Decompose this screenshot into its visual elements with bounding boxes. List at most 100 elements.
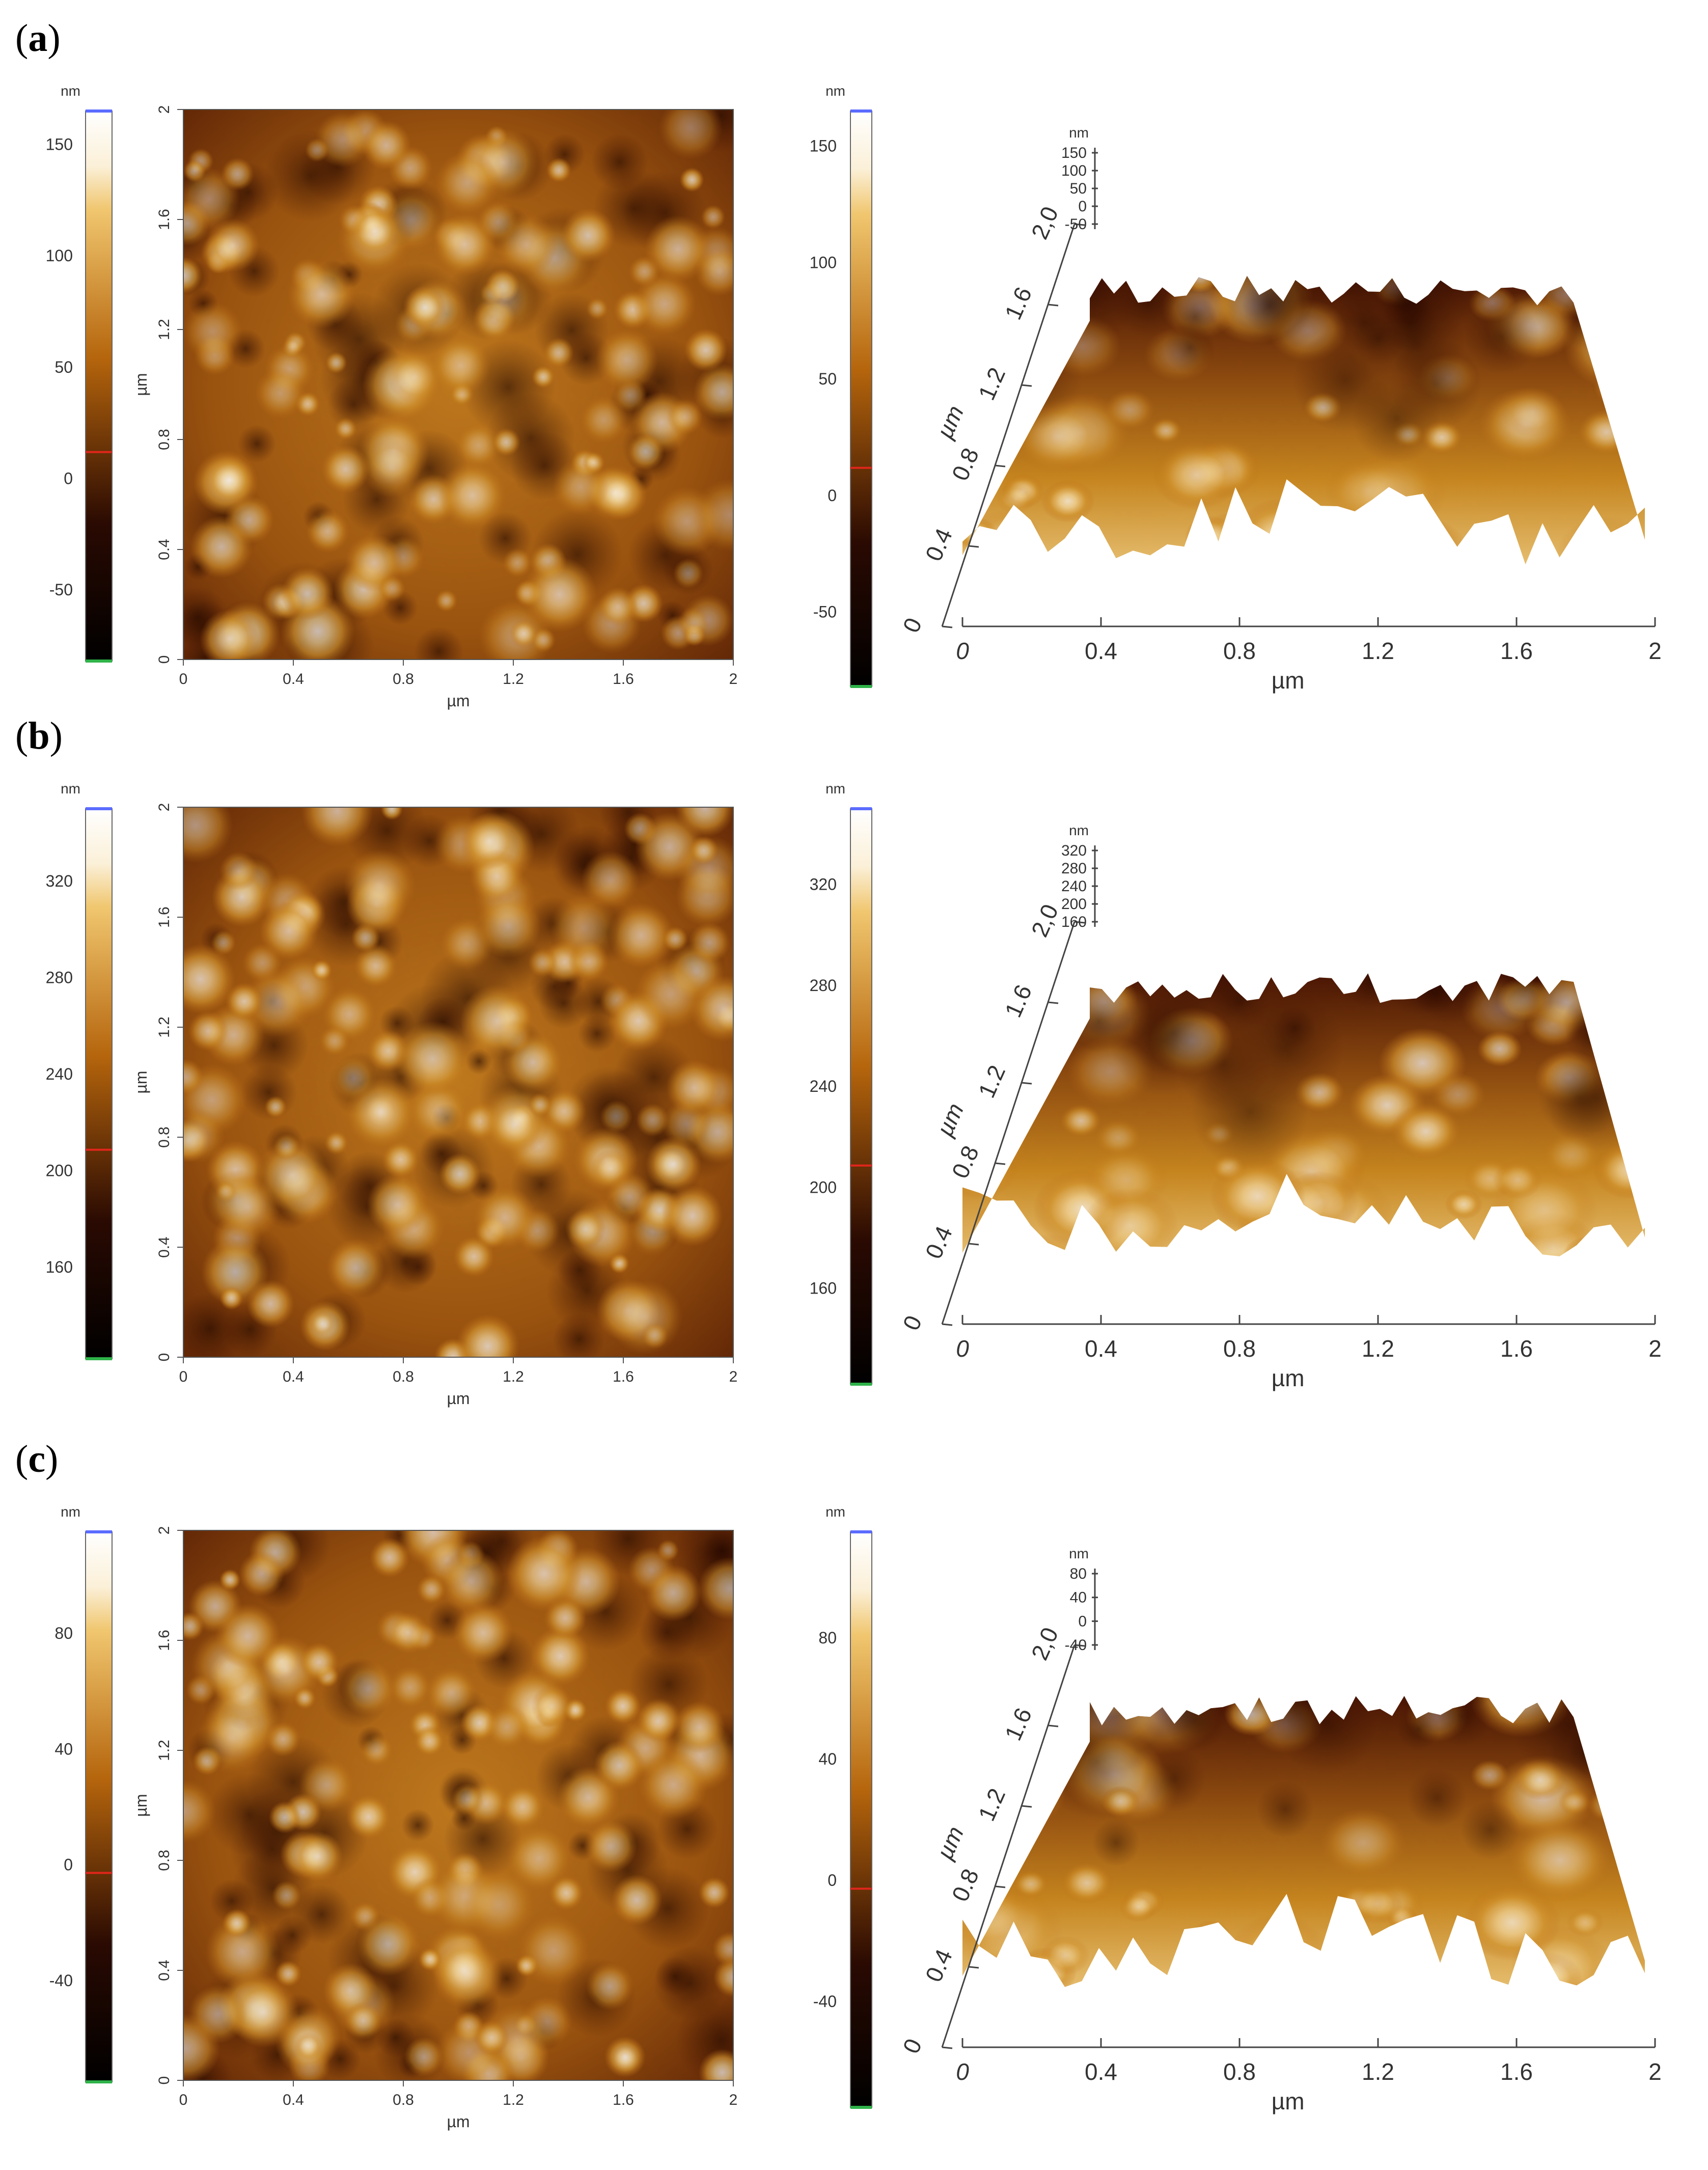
colorbar-tick-label: -40 bbox=[49, 1971, 73, 1990]
map-x-axis-label: µm bbox=[447, 1389, 470, 1408]
height-map-image bbox=[183, 109, 733, 660]
map-y-tick-label: 1.2 bbox=[156, 319, 173, 340]
colorbar-tick-label: 240 bbox=[810, 1077, 837, 1095]
height-map-image bbox=[183, 807, 733, 1357]
colorbar-gradient bbox=[85, 808, 113, 1359]
view3d-x-tick-label: 0.4 bbox=[1085, 2058, 1117, 2085]
map-y-tick-label: 1.6 bbox=[156, 1630, 173, 1651]
view3d-x-axis-label: µm bbox=[1272, 667, 1305, 694]
colorbar-unit: nm bbox=[825, 83, 845, 99]
map-y-tick-label: 0.4 bbox=[156, 1237, 173, 1258]
colorbar-tick-label: 240 bbox=[46, 1065, 73, 1083]
colorbar-tick-label: 200 bbox=[46, 1162, 73, 1180]
view3d-y-tick-label: 0 bbox=[897, 1311, 927, 1334]
view3d-z-tick-label: 240 bbox=[1061, 878, 1087, 895]
map-x-tick-label: 1.6 bbox=[613, 2092, 634, 2108]
colorbar-unit: nm bbox=[61, 83, 80, 99]
right-colorbar: nm 320 280 240 200 160 bbox=[810, 781, 872, 1386]
view3d-z-tick-label: 160 bbox=[1061, 914, 1087, 930]
map-x-tick-label: 0.4 bbox=[283, 671, 304, 688]
colorbar-tick-label: 320 bbox=[46, 872, 73, 890]
view3d-y-tick-label: 1.6 bbox=[1000, 981, 1037, 1022]
colorbar-tick-label: 0 bbox=[64, 469, 73, 487]
map-y-tick-label: 1.6 bbox=[156, 209, 173, 230]
map-x-tick-label: 0.8 bbox=[393, 2092, 414, 2108]
view3d-y-tick-label: 0 bbox=[897, 2035, 927, 2057]
view3d-x-tick-label: 0.4 bbox=[1085, 1335, 1117, 1362]
map-y-tick-label: 0.8 bbox=[156, 1850, 173, 1871]
view3d-y-tick-label: 0.4 bbox=[920, 525, 958, 565]
view3d-x-tick-label: 1.2 bbox=[1362, 1335, 1394, 1362]
surface-3d-view: 0 0.4 0.8 1.2 1.6 2 µm 0 0.4 0.8 1.2 1.6 2,0 µm nm 80 40… bbox=[897, 1546, 1662, 2114]
right-colorbar: nm 80 40 0 -40 bbox=[813, 1504, 872, 2109]
view3d-z-tick-label: -40 bbox=[1065, 1637, 1087, 1654]
map-x-tick-label: 0 bbox=[179, 671, 188, 688]
view3d-x-tick-label: 2 bbox=[1648, 2058, 1662, 2085]
view3d-x-tick-label: 1.6 bbox=[1500, 638, 1533, 664]
view3d-z-tick-label: 0 bbox=[1078, 1613, 1087, 1630]
map-y-tick-label: 0 bbox=[156, 2076, 173, 2085]
map-x-tick-label: 1.2 bbox=[503, 2092, 524, 2108]
height-map: 0 0.4 0.8 1.2 1.6 2 0 0.4 0.8 1.2 1.6 2 µm µm bbox=[132, 803, 738, 1408]
left-colorbar: nm 80 40 0 -40 bbox=[49, 1504, 113, 2083]
colorbar-tick-label: 280 bbox=[46, 969, 73, 987]
colorbar-tick-label: 160 bbox=[810, 1279, 837, 1298]
colorbar-tick-label: 200 bbox=[810, 1178, 837, 1196]
view3d-x-tick-label: 0.8 bbox=[1223, 2058, 1256, 2085]
view3d-y-tick-label: 1.2 bbox=[973, 364, 1011, 404]
view3d-x-tick-label: 0 bbox=[956, 1335, 969, 1362]
surface-3d-axes bbox=[941, 1569, 1655, 2048]
left-colorbar: nm 150 100 50 0 -50 bbox=[46, 83, 113, 663]
view3d-y-tick-label: 1.6 bbox=[1000, 283, 1037, 324]
view3d-y-tick-label: 2,0 bbox=[1026, 203, 1064, 243]
map-x-tick-label: 2 bbox=[729, 1368, 738, 1385]
map-x-tick-label: 0.8 bbox=[393, 671, 414, 688]
view3d-z-tick-label: 50 bbox=[1070, 180, 1087, 197]
view3d-x-tick-label: 0.8 bbox=[1223, 1335, 1256, 1362]
panel-label: (a) bbox=[15, 17, 61, 60]
view3d-z-tick-label: 40 bbox=[1070, 1589, 1087, 1606]
map-y-tick-label: 0.8 bbox=[156, 429, 173, 450]
view3d-y-tick-label: 0.4 bbox=[920, 1945, 958, 1986]
colorbar-gradient bbox=[85, 1531, 113, 2082]
map-y-tick-label: 0.4 bbox=[156, 539, 173, 560]
colorbar-tick-label: 0 bbox=[64, 1856, 73, 1874]
surface-3d-view: 0 0.4 0.8 1.2 1.6 2µm00.40.81.21.62,0µmnm3202… bbox=[897, 822, 1662, 1391]
colorbar-tick-label: 320 bbox=[810, 875, 837, 894]
map-x-tick-label: 1.6 bbox=[613, 671, 634, 688]
map-x-tick-label: 1.6 bbox=[613, 1368, 634, 1385]
map-x-tick-label: 1.2 bbox=[503, 671, 524, 688]
view3d-y-axis-label: µm bbox=[931, 401, 969, 443]
view3d-y-tick-label: 0.8 bbox=[947, 1865, 984, 1906]
colorbar-gradient bbox=[850, 1531, 872, 2108]
colorbar-gradient bbox=[85, 111, 113, 662]
map-y-tick-label: 1.2 bbox=[156, 1017, 173, 1038]
map-y-tick-label: 2 bbox=[156, 803, 173, 812]
left-colorbar: nm 320 280 240 200 160 bbox=[46, 781, 113, 1360]
map-x-tick-label: 0 bbox=[179, 1368, 188, 1385]
view3d-x-tick-label: 1.2 bbox=[1362, 2058, 1394, 2085]
view3d-z-tick-label: 80 bbox=[1070, 1565, 1087, 1582]
view3d-z-tick-label: -50 bbox=[1065, 216, 1087, 233]
colorbar-tick-label: 150 bbox=[46, 135, 73, 154]
map-y-tick-label: 0 bbox=[156, 1353, 173, 1362]
view3d-y-tick-label: 0.8 bbox=[947, 1142, 984, 1183]
view3d-x-tick-label: 0.4 bbox=[1085, 638, 1117, 664]
colorbar-tick-label: 160 bbox=[46, 1258, 73, 1276]
colorbar-tick-label: 0 bbox=[828, 1871, 837, 1889]
view3d-x-tick-label: 0.8 bbox=[1223, 638, 1256, 664]
map-x-axis-label: µm bbox=[447, 2112, 470, 2131]
view3d-z-tick-label: 100 bbox=[1061, 162, 1087, 179]
view3d-y-tick-label: 0.8 bbox=[947, 444, 984, 485]
map-y-tick-label: 1.2 bbox=[156, 1740, 173, 1761]
colorbar-tick-label: 150 bbox=[810, 137, 837, 155]
view3d-x-tick-label: 2 bbox=[1648, 1335, 1662, 1362]
view3d-z-tick-label: 150 bbox=[1061, 145, 1087, 161]
colorbar-tick-label: 280 bbox=[810, 976, 837, 995]
view3d-x-tick-label: 1.6 bbox=[1500, 2058, 1533, 2085]
colorbar-gradient bbox=[850, 111, 872, 687]
map-y-tick-label: 0.4 bbox=[156, 1960, 173, 1981]
